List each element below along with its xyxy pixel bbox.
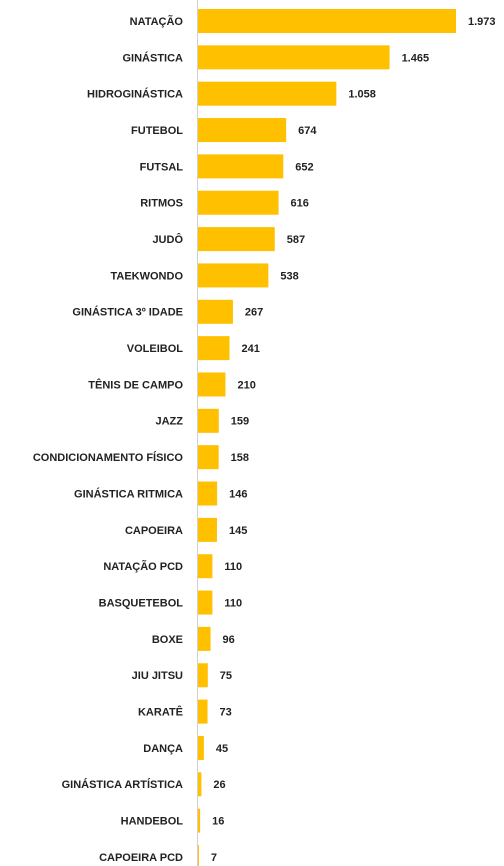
value-label: 145: [229, 525, 247, 537]
value-label: 110: [224, 597, 242, 609]
value-label: 241: [242, 343, 260, 355]
bar: [198, 663, 208, 688]
bar: [198, 735, 204, 760]
bar: [198, 154, 284, 179]
value-label: 267: [245, 307, 263, 319]
category-label: NATAÇÃO PCD: [103, 560, 183, 573]
value-label: 210: [237, 379, 255, 391]
category-label: GINÁSTICA 3º IDADE: [72, 306, 183, 319]
bar: [198, 45, 390, 70]
category-label: CONDICIONAMENTO FÍSICO: [33, 451, 184, 464]
bar: [198, 336, 230, 361]
category-label: RITMOS: [140, 198, 183, 210]
bar: [198, 445, 219, 470]
bar: [198, 81, 337, 106]
value-label: 7: [211, 852, 217, 864]
category-label: HANDEBOL: [121, 816, 184, 828]
category-label: FUTSAL: [140, 161, 184, 173]
category-label: CAPOEIRA PCD: [99, 852, 183, 864]
category-label: JUDÔ: [152, 233, 183, 246]
bar: [198, 372, 226, 397]
bar: [198, 517, 217, 542]
bar: [198, 9, 456, 33]
bar: [198, 481, 218, 506]
bar: [198, 590, 213, 615]
value-label: 587: [287, 234, 305, 246]
category-label: HIDROGINÁSTICA: [87, 88, 183, 101]
category-label: DANÇA: [143, 743, 183, 755]
value-label: 616: [291, 198, 309, 210]
value-label: 158: [231, 452, 249, 464]
bar: [198, 626, 211, 651]
value-label: 674: [298, 125, 317, 137]
category-label: BOXE: [152, 634, 183, 646]
value-label: 159: [231, 416, 249, 428]
value-label: 652: [295, 161, 313, 173]
bar: [198, 299, 233, 324]
category-label: CAPOEIRA: [125, 525, 183, 537]
bar: [198, 118, 287, 143]
value-label: 26: [213, 779, 225, 791]
value-label: 538: [280, 270, 298, 282]
category-label: VOLEIBOL: [127, 343, 184, 355]
category-label: FUTEBOL: [131, 125, 183, 137]
category-label: GINÁSTICA ARTÍSTICA: [62, 778, 183, 791]
bar: [198, 190, 279, 215]
category-label: NATAÇÃO: [130, 15, 184, 28]
category-label: TAEKWONDO: [110, 270, 183, 282]
bar: [198, 845, 199, 866]
value-label: 1.973: [468, 16, 496, 28]
bar: [198, 263, 269, 288]
value-label: 1.058: [348, 89, 376, 101]
value-label: 73: [220, 707, 232, 719]
category-label: BASQUETEBOL: [99, 597, 184, 609]
value-label: 110: [224, 561, 242, 573]
category-label: TÊNIS DE CAMPO: [88, 378, 183, 391]
bar: [198, 772, 202, 797]
bar: [198, 808, 201, 833]
category-label: KARATÊ: [138, 706, 183, 719]
category-label: GINÁSTICA RITMICA: [74, 487, 183, 500]
value-label: 1.465: [402, 52, 430, 64]
bar: [198, 699, 208, 724]
value-label: 146: [229, 488, 247, 500]
category-label: GINÁSTICA: [123, 51, 184, 64]
value-label: 16: [212, 816, 224, 828]
value-label: 45: [216, 743, 228, 755]
bar: [198, 227, 275, 252]
value-label: 75: [220, 670, 232, 682]
value-label: 96: [223, 634, 235, 646]
bar: [198, 554, 213, 579]
category-label: JAZZ: [156, 416, 184, 428]
bar: [198, 408, 219, 433]
category-label: JIU JITSU: [132, 670, 183, 682]
